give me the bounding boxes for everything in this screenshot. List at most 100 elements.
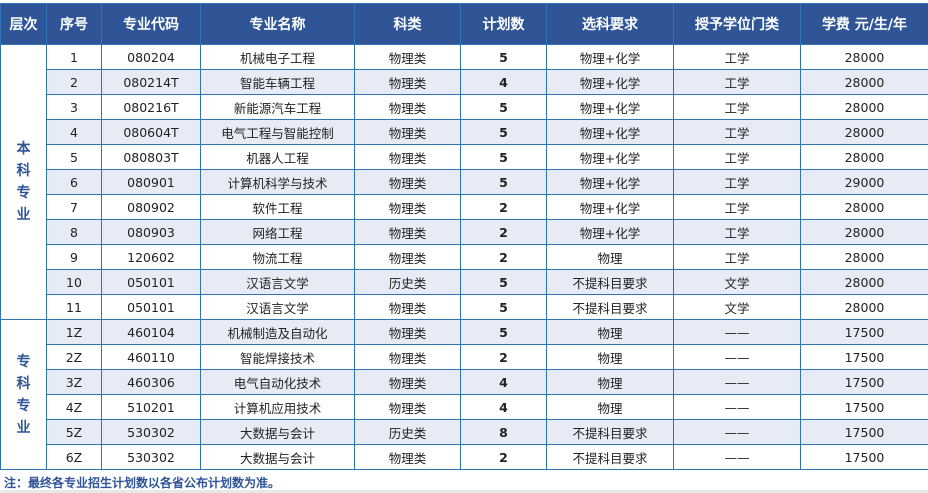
cell-index: 3 bbox=[46, 94, 102, 120]
cell-major-name: 汉语言文学 bbox=[200, 269, 355, 295]
header-plan-count: 计划数 bbox=[460, 3, 547, 45]
cell-major-name: 智能车辆工程 bbox=[200, 69, 355, 95]
cell-tuition: 28000 bbox=[800, 44, 928, 70]
cell-index: 6Z bbox=[46, 444, 102, 470]
cell-degree-category: 工学 bbox=[673, 94, 801, 120]
cell-index: 1 bbox=[46, 44, 102, 70]
cell-subject-requirement: 物理+化学 bbox=[546, 44, 674, 70]
cell-category: 物理类 bbox=[354, 119, 461, 145]
cell-major-name: 机器人工程 bbox=[200, 144, 355, 170]
cell-major-name: 大数据与会计 bbox=[200, 444, 355, 470]
cell-subject-requirement: 物理+化学 bbox=[546, 69, 674, 95]
table-row: 4 080604T 电气工程与智能控制 物理类 5 物理+化学 工学 28000 bbox=[1, 119, 928, 145]
cell-code: 460104 bbox=[101, 319, 201, 345]
cell-subject-requirement: 物理 bbox=[546, 344, 674, 370]
cell-subject-requirement: 物理 bbox=[546, 319, 674, 345]
cell-plan-count: 5 bbox=[460, 44, 547, 70]
cell-degree-category: —— bbox=[673, 319, 801, 345]
cell-code: 530302 bbox=[101, 419, 201, 445]
cell-tuition: 29000 bbox=[800, 169, 928, 195]
cell-tuition: 28000 bbox=[800, 294, 928, 320]
cell-index: 4Z bbox=[46, 394, 102, 420]
cell-tuition: 28000 bbox=[800, 144, 928, 170]
cell-plan-count: 2 bbox=[460, 219, 547, 245]
table-row: 8 080903 网络工程 物理类 2 物理+化学 工学 28000 bbox=[1, 219, 928, 245]
cell-index: 6 bbox=[46, 169, 102, 195]
cell-subject-requirement: 物理+化学 bbox=[546, 194, 674, 220]
cell-plan-count: 5 bbox=[460, 119, 547, 145]
header-index: 序号 bbox=[46, 3, 102, 45]
cell-index: 3Z bbox=[46, 369, 102, 395]
table-row: 6 080901 计算机科学与技术 物理类 5 物理+化学 工学 29000 bbox=[1, 169, 928, 195]
table-row: 7 080902 软件工程 物理类 2 物理+化学 工学 28000 bbox=[1, 194, 928, 220]
cell-subject-requirement: 物理 bbox=[546, 369, 674, 395]
cell-major-name: 电气工程与智能控制 bbox=[200, 119, 355, 145]
cell-tuition: 17500 bbox=[800, 394, 928, 420]
cell-degree-category: 工学 bbox=[673, 219, 801, 245]
cell-plan-count: 5 bbox=[460, 94, 547, 120]
table-row: 10 050101 汉语言文学 历史类 5 不提科目要求 文学 28000 bbox=[1, 269, 928, 295]
cell-major-name: 智能焊接技术 bbox=[200, 344, 355, 370]
cell-tuition: 28000 bbox=[800, 94, 928, 120]
cell-degree-category: —— bbox=[673, 444, 801, 470]
table-row: 本科专业 1 080204 机械电子工程 物理类 5 物理+化学 工学 28000 bbox=[0, 44, 928, 320]
cell-category: 物理类 bbox=[354, 94, 461, 120]
cell-subject-requirement: 不提科目要求 bbox=[546, 444, 674, 470]
table-row: 5 080803T 机器人工程 物理类 5 物理+化学 工学 28000 bbox=[1, 144, 928, 170]
cell-plan-count: 5 bbox=[460, 269, 547, 295]
cell-tuition: 28000 bbox=[800, 69, 928, 95]
cell-subject-requirement: 不提科目要求 bbox=[546, 294, 674, 320]
cell-code: 080902 bbox=[101, 194, 201, 220]
cell-degree-category: 工学 bbox=[673, 194, 801, 220]
cell-code: 080903 bbox=[101, 219, 201, 245]
cell-plan-count: 4 bbox=[460, 369, 547, 395]
cell-category: 物理类 bbox=[354, 244, 461, 270]
table-row: 3Z 460306 电气自动化技术 物理类 4 物理 —— 17500 bbox=[1, 369, 928, 395]
cell-tuition: 28000 bbox=[800, 269, 928, 295]
cell-category: 物理类 bbox=[354, 144, 461, 170]
cell-index: 5 bbox=[46, 144, 102, 170]
cell-plan-count: 5 bbox=[460, 144, 547, 170]
table-row: 2Z 460110 智能焊接技术 物理类 2 物理 —— 17500 bbox=[1, 344, 928, 370]
cell-degree-category: —— bbox=[673, 394, 801, 420]
cell-major-name: 机械制造及自动化 bbox=[200, 319, 355, 345]
enrollment-plan-table: 层次 序号 专业代码 专业名称 科类 计划数 选科要求 授予学位门类 学费 元/生/年 本科专业… bbox=[0, 3, 928, 470]
cell-subject-requirement: 物理+化学 bbox=[546, 94, 674, 120]
cell-plan-count: 2 bbox=[460, 244, 547, 270]
cell-category: 历史类 bbox=[354, 419, 461, 445]
footnote: 注：最终各专业招生计划数以各省公布计划数为准。 bbox=[4, 476, 281, 490]
cell-tuition: 28000 bbox=[800, 194, 928, 220]
cell-subject-requirement: 物理+化学 bbox=[546, 169, 674, 195]
cell-category: 物理类 bbox=[354, 319, 461, 345]
cell-subject-requirement: 物理+化学 bbox=[546, 219, 674, 245]
cell-category: 物理类 bbox=[354, 369, 461, 395]
cell-plan-count: 8 bbox=[460, 419, 547, 445]
header-degree-category: 授予学位门类 bbox=[673, 3, 801, 45]
cell-index: 4 bbox=[46, 119, 102, 145]
cell-index: 8 bbox=[46, 219, 102, 245]
cell-tuition: 28000 bbox=[800, 119, 928, 145]
cell-index: 2 bbox=[46, 69, 102, 95]
cell-code: 080216T bbox=[101, 94, 201, 120]
cell-index: 1Z bbox=[46, 319, 102, 345]
cell-degree-category: 工学 bbox=[673, 244, 801, 270]
header-tuition: 学费 元/生/年 bbox=[800, 3, 928, 45]
table-row: 3 080216T 新能源汽车工程 物理类 5 物理+化学 工学 28000 bbox=[1, 94, 928, 120]
cell-category: 物理类 bbox=[354, 219, 461, 245]
cell-index: 11 bbox=[46, 294, 102, 320]
cell-tuition: 17500 bbox=[800, 319, 928, 345]
cell-category: 物理类 bbox=[354, 394, 461, 420]
cell-plan-count: 2 bbox=[460, 344, 547, 370]
cell-major-name: 计算机应用技术 bbox=[200, 394, 355, 420]
cell-category: 物理类 bbox=[354, 444, 461, 470]
cell-code: 080901 bbox=[101, 169, 201, 195]
cell-code: 530302 bbox=[101, 444, 201, 470]
cell-code: 080214T bbox=[101, 69, 201, 95]
cell-major-name: 网络工程 bbox=[200, 219, 355, 245]
level-label: 专科专业 bbox=[16, 353, 31, 436]
table-row: 6Z 530302 大数据与会计 物理类 2 不提科目要求 —— 17500 bbox=[1, 444, 928, 470]
cell-plan-count: 4 bbox=[460, 69, 547, 95]
table-row: 专科专业 1Z 460104 机械制造及自动化 物理类 5 物理 —— 17500 bbox=[0, 319, 928, 470]
header-major-name: 专业名称 bbox=[200, 3, 355, 45]
bottom-bar bbox=[0, 490, 928, 493]
